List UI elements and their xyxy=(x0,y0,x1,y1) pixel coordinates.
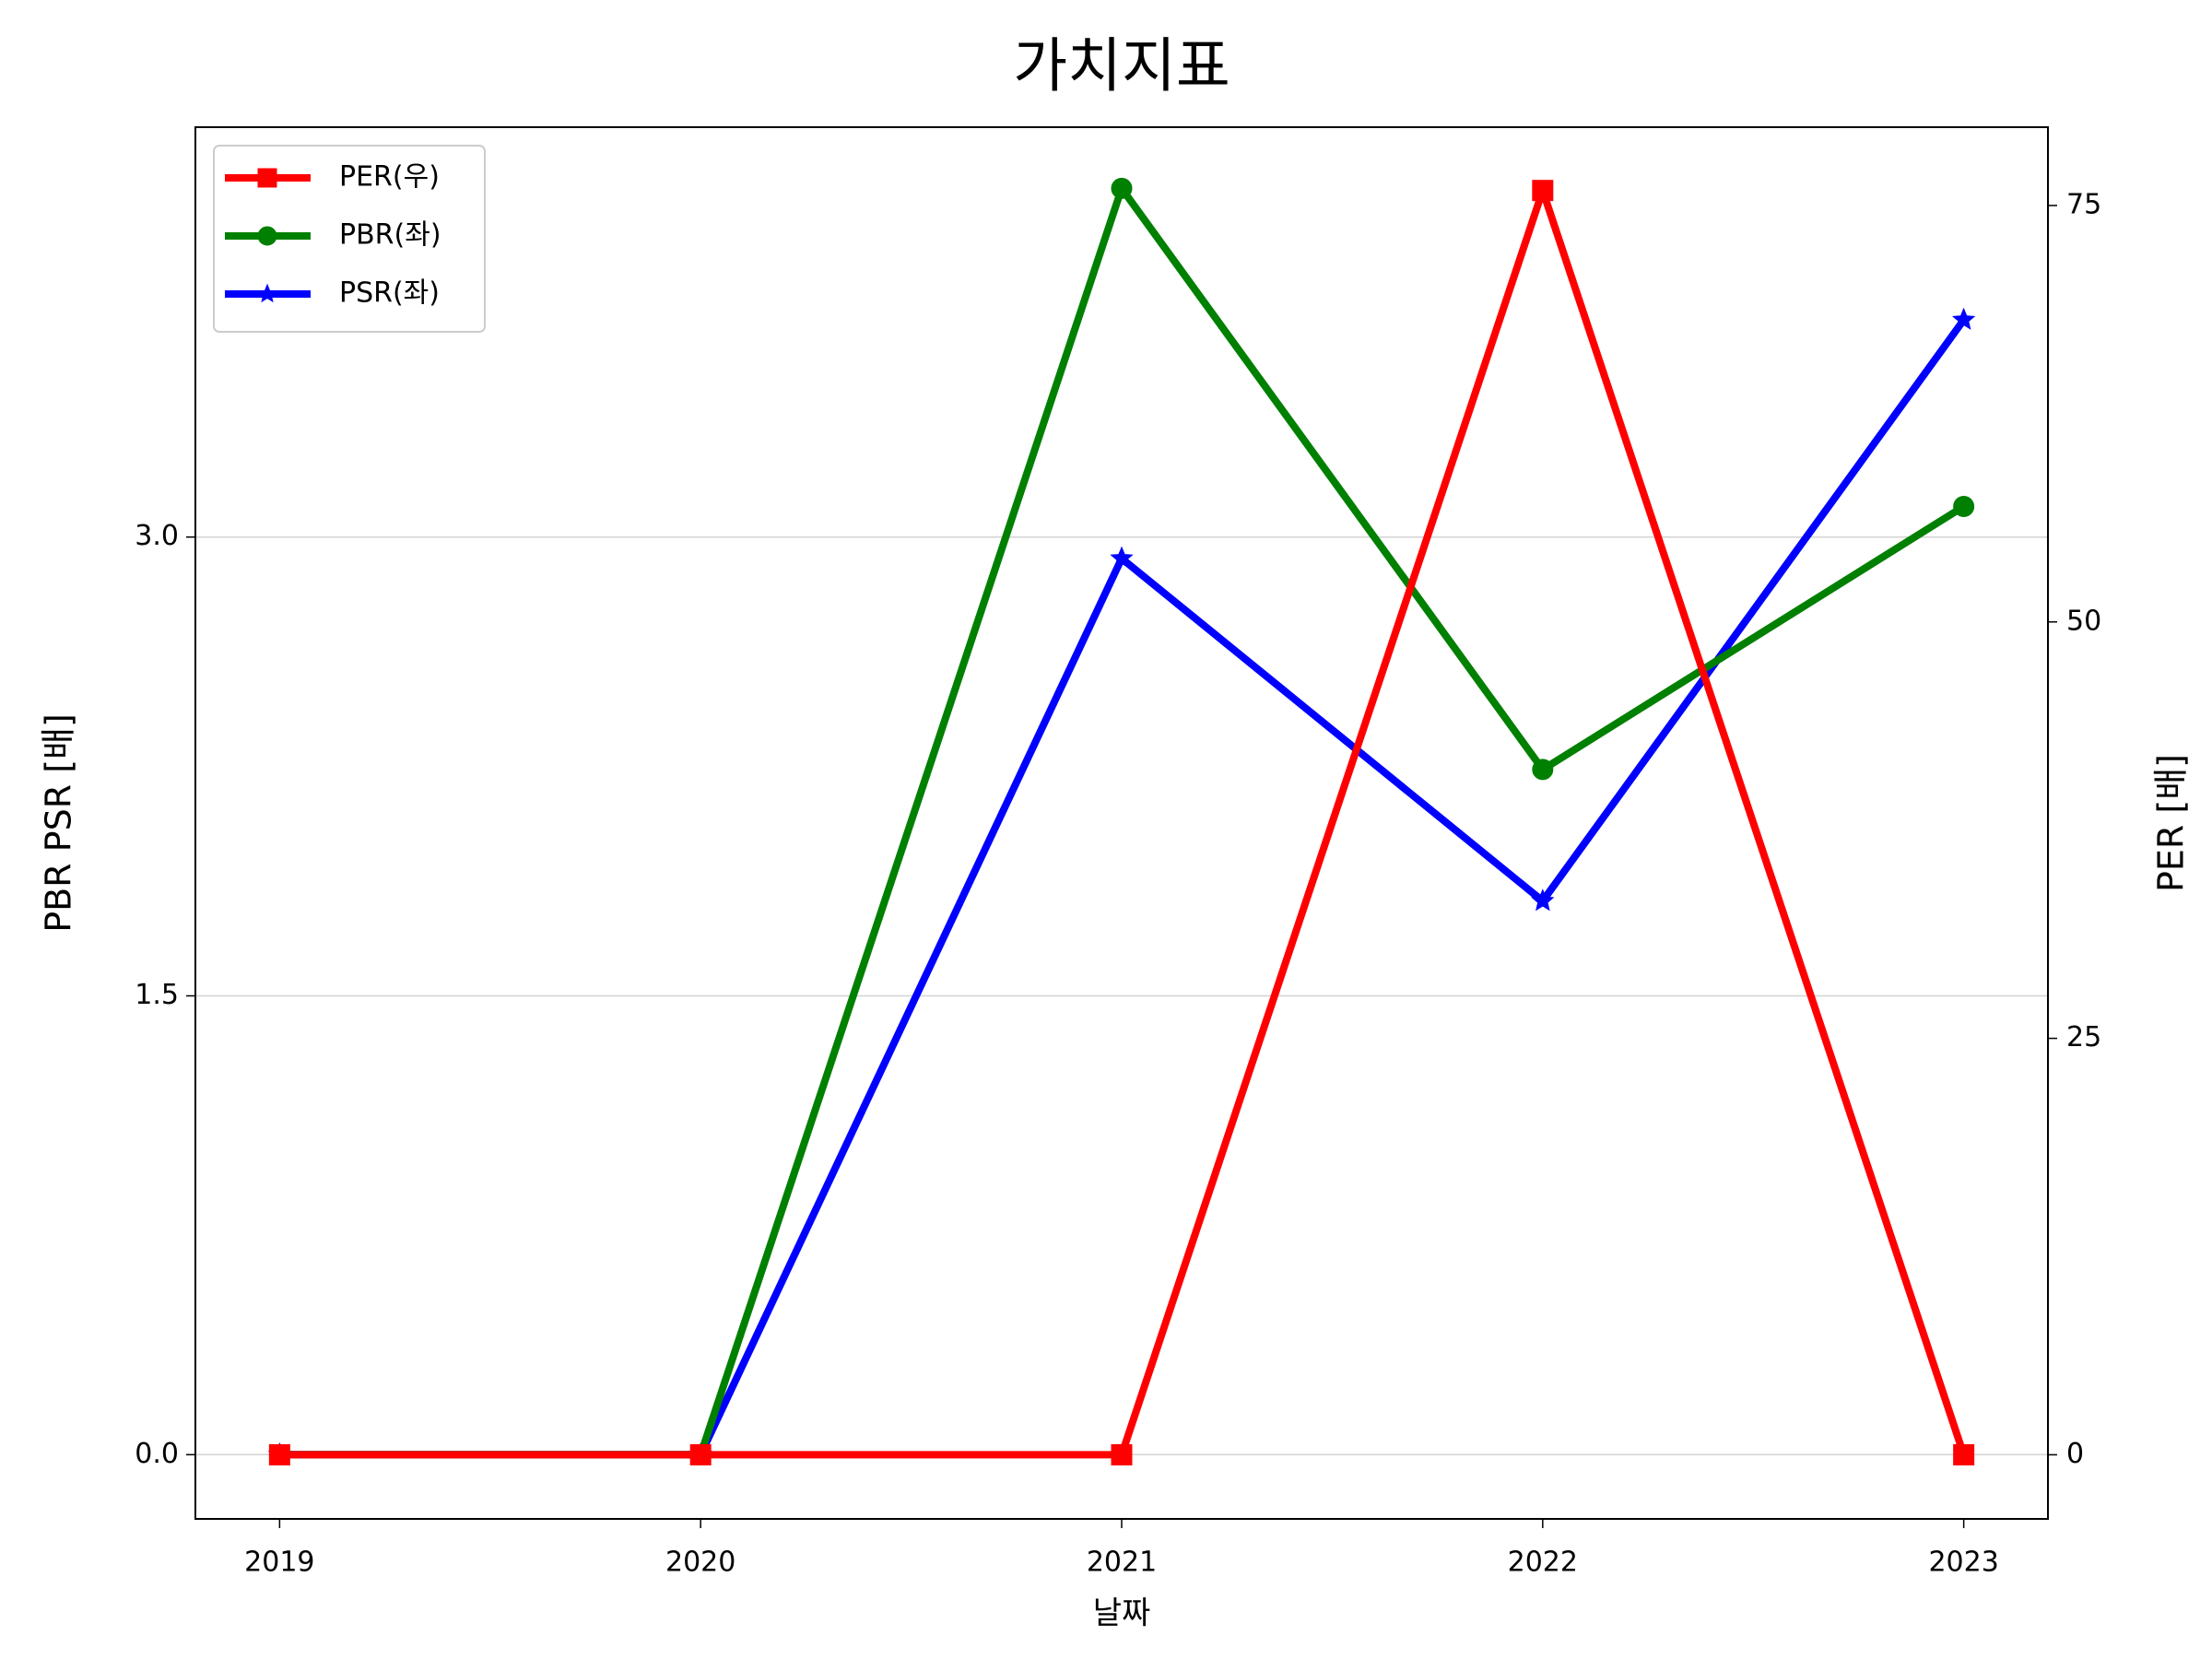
x-axis-label: 날짜 xyxy=(1093,1595,1151,1632)
y2-tick-label: 50 xyxy=(2066,605,2101,637)
chart-title: 가치지표 xyxy=(1013,33,1230,101)
marker xyxy=(1532,180,1554,202)
marker xyxy=(1953,1443,1975,1465)
y-tick-label: 0.0 xyxy=(135,1438,179,1470)
marker xyxy=(1531,888,1555,912)
marker xyxy=(1111,177,1133,199)
marker xyxy=(1951,307,1976,330)
legend-box xyxy=(213,145,486,333)
legend-label: PBR(좌) xyxy=(339,219,441,252)
marker xyxy=(1111,1443,1133,1465)
y2-tick-label: 75 xyxy=(2066,188,2101,220)
x-tick-label: 2021 xyxy=(1087,1547,1157,1579)
plot-frame xyxy=(194,126,2049,1520)
x-tick-label: 2019 xyxy=(244,1547,314,1579)
marker xyxy=(689,1443,712,1465)
y-tick-label: 1.5 xyxy=(135,979,179,1011)
marker xyxy=(257,283,277,303)
x-tick-label: 2020 xyxy=(665,1547,735,1579)
marker xyxy=(257,168,277,188)
x-tick-label: 2022 xyxy=(1508,1547,1578,1579)
y-axis-label: PBR PSR [배] xyxy=(39,713,79,933)
legend-label: PER(우) xyxy=(339,161,440,194)
y2-tick-label: 25 xyxy=(2066,1021,2101,1053)
y2-axis-label: PER [배] xyxy=(2151,754,2192,892)
x-tick-label: 2023 xyxy=(1928,1547,1998,1579)
marker xyxy=(257,226,277,246)
marker xyxy=(1953,496,1975,518)
marker xyxy=(268,1443,290,1465)
marker xyxy=(1110,546,1134,569)
y-tick-label: 3.0 xyxy=(135,520,179,552)
marker xyxy=(1532,759,1554,781)
legend-label: PSR(좌) xyxy=(339,277,440,310)
y2-tick-label: 0 xyxy=(2066,1438,2084,1470)
